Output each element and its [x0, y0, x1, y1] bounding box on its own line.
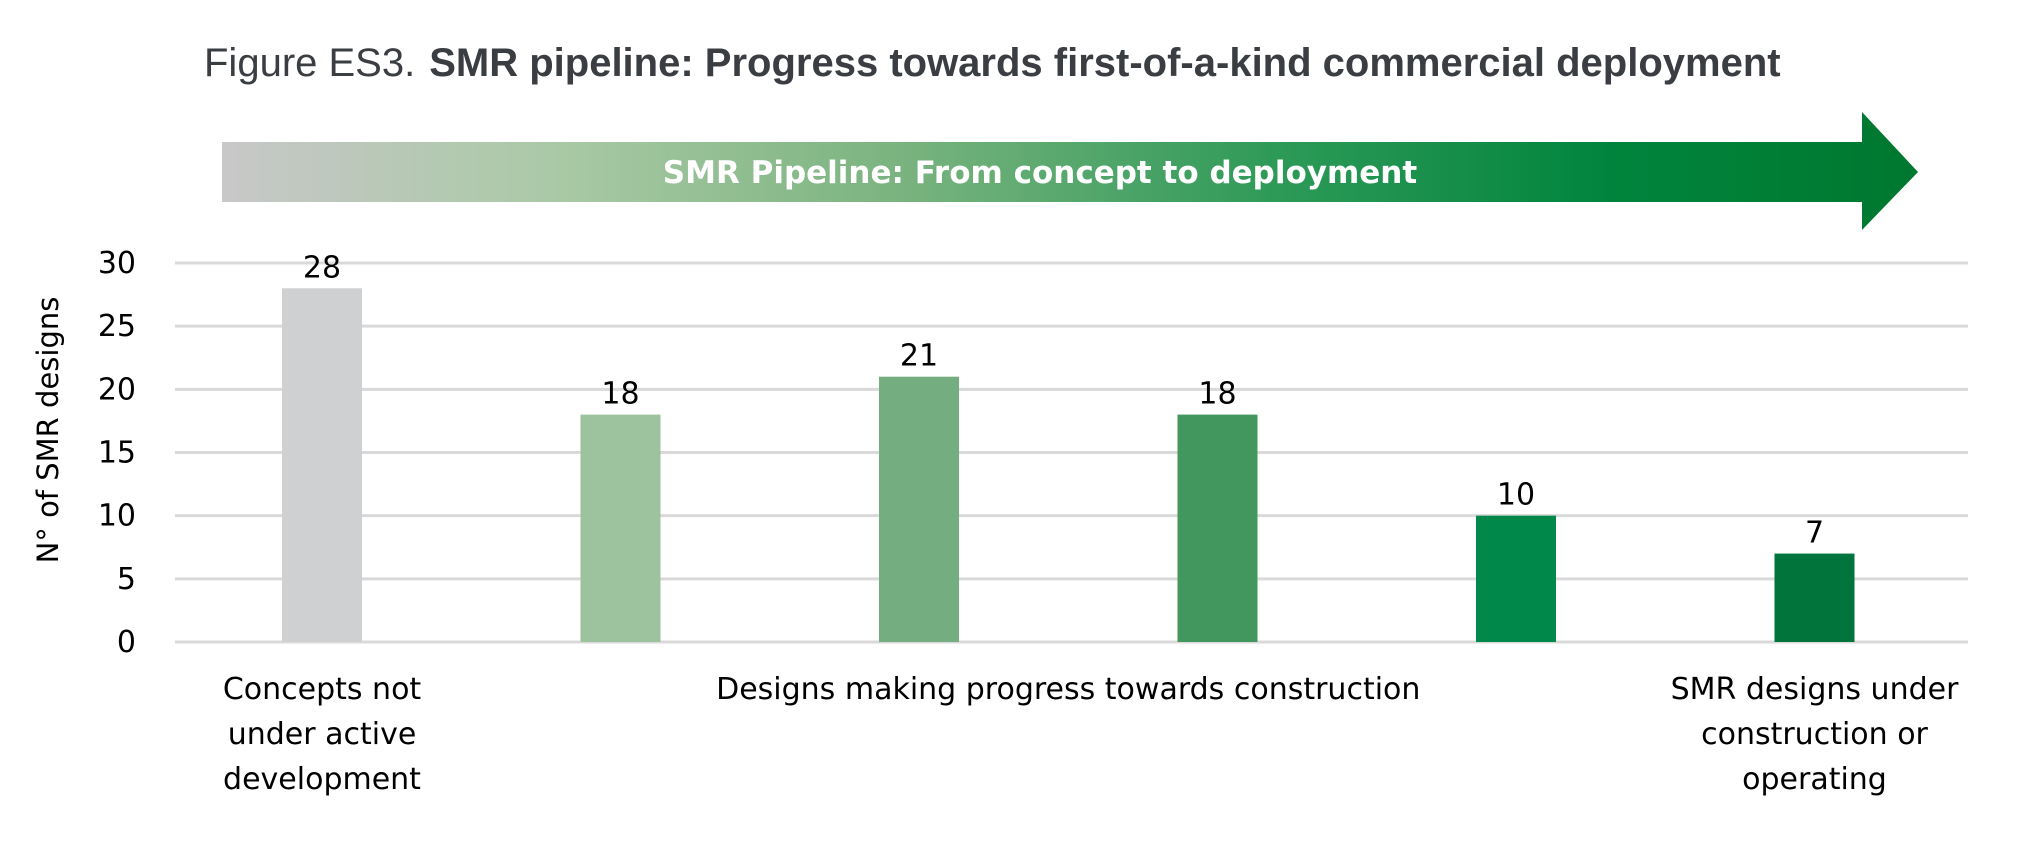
category-label: Concepts not under active development	[223, 672, 422, 797]
pipeline-banner-label: SMR Pipeline: From concept to deployment	[663, 155, 1418, 191]
y-tick-label: 25	[98, 309, 136, 344]
bar	[1774, 553, 1855, 642]
category-label-line: Concepts not	[223, 672, 422, 707]
category-label-line: under active	[228, 717, 417, 752]
y-tick-label: 15	[98, 436, 136, 471]
category-label-line: SMR designs under	[1671, 672, 1960, 707]
data-labels: 28 18 21 18 10 7	[303, 250, 1824, 550]
figure-title: Figure ES3. SMR pipeline: Progress towar…	[204, 41, 1781, 85]
category-label-line: development	[223, 762, 421, 797]
bar-value-label: 18	[1198, 377, 1236, 412]
y-tick-label: 0	[117, 625, 136, 660]
bar	[580, 414, 661, 642]
pipeline-arrow	[222, 112, 1918, 230]
figure-title-main: SMR pipeline: Progress towards first-of-…	[429, 41, 1780, 85]
y-tick-label: 10	[98, 499, 136, 534]
category-label: Designs making progress towards construc…	[716, 672, 1420, 707]
bar-value-label: 10	[1497, 478, 1535, 513]
category-label-line: construction or	[1701, 717, 1928, 752]
bar-value-label: 18	[601, 377, 639, 412]
y-tick-label: 5	[117, 562, 136, 597]
bar	[879, 376, 959, 642]
bar-value-label: 7	[1805, 516, 1824, 551]
y-axis-label: N° of SMR designs	[31, 297, 65, 564]
bar-value-label: 21	[900, 339, 938, 374]
bar	[282, 288, 362, 642]
gridlines	[175, 261, 1968, 644]
y-tick-label: 30	[98, 246, 136, 281]
category-label-line: operating	[1742, 762, 1887, 797]
category-label: SMR designs under construction or operatin…	[1671, 672, 1960, 797]
y-tick-label: 20	[98, 372, 136, 407]
bars	[282, 288, 1855, 642]
category-label-line: Designs making progress towards construc…	[716, 672, 1420, 707]
category-labels: Concepts not under active development Desig…	[223, 672, 1959, 797]
y-axis-ticks: 0 5 10 15 20 25 30	[98, 246, 136, 660]
bar-value-label: 28	[303, 250, 341, 285]
figure-title-prefix: Figure ES3.	[204, 41, 415, 85]
bar	[1476, 515, 1556, 642]
bar	[1177, 414, 1258, 642]
